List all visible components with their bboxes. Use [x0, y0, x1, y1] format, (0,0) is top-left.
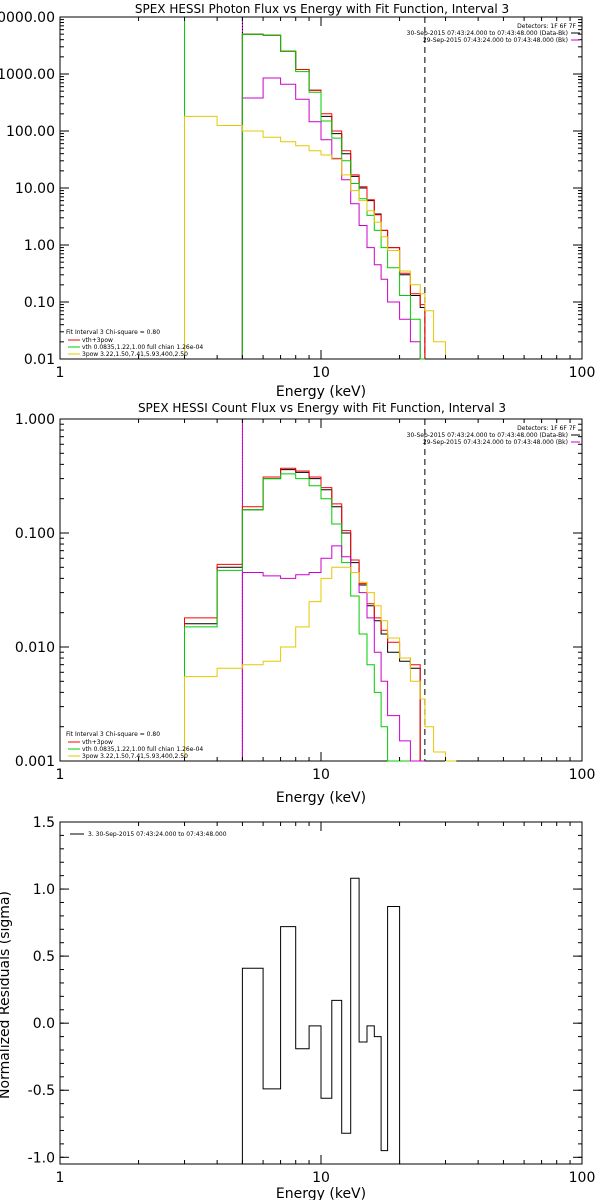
p2-xtick-label-1: 10 — [312, 767, 330, 783]
p1-ytick-label-3: 10.00 — [15, 181, 55, 197]
photon-flux-xlabel: Energy (keV) — [276, 384, 366, 400]
residuals-ticks: 1 10 100 1.5 1.0 0.5 0.0 -0.5 -1.0 — [28, 815, 596, 1186]
count-flux-series — [184, 419, 457, 762]
p3-xtick-label-1: 10 — [312, 1170, 330, 1186]
photon-flux-fit-info: Fit Interval 3 Chi-square = 0.80 — [66, 329, 160, 336]
count-flux-legend-3pow: 3pow 3.22,1.50,7.41,5.93,400,2.50 — [82, 753, 188, 760]
p2-series-1 — [184, 467, 421, 761]
p2-xtick-label-2: 100 — [569, 767, 596, 783]
p1-xtick-label-0: 1 — [56, 365, 65, 381]
count-flux-fit-info: Fit Interval 3 Chi-square = 0.80 — [66, 731, 160, 738]
p3-ytick-label-4: -0.5 — [28, 1083, 55, 1099]
photon-flux-bk-interval: 29-Sep-2015 07:43:24.000 to 07:43:48.000… — [423, 37, 568, 44]
photon-flux-legend-vth: vth 0.0835,1.22,1.00 full chian 1.26e-04 — [82, 344, 203, 351]
count-flux-panel: SPEX HESSI Count Flux vs Energy with Fit… — [15, 401, 595, 806]
p3-ytick-label-3: 0.0 — [33, 1016, 55, 1032]
p1-xtick-label-1: 10 — [312, 365, 330, 381]
residuals-series — [241, 877, 401, 1164]
p2-series-2 — [184, 473, 421, 762]
p1-xtick-label-2: 100 — [569, 365, 596, 381]
p3-ytick-label-0: 1.5 — [33, 815, 55, 831]
photon-flux-panel: SPEX HESSI Photon Flux vs Energy with Fi… — [0, 2, 595, 400]
residuals-legend-text: 3. 30-Sep-2015 07:43:24.000 to 07:43:48.… — [88, 831, 227, 838]
p3-ytick-label-5: -1.0 — [28, 1150, 55, 1166]
p2-ytick-label-3: 0.001 — [15, 754, 55, 770]
count-flux-legend-vth3pow: vth+3pow — [82, 739, 113, 746]
residuals-axes — [59, 821, 583, 1165]
p1-ytick-label-1: 1000.00 — [0, 67, 55, 83]
residuals-panel: 1 10 100 1.5 1.0 0.5 0.0 -0.5 -1.0 3. 30-Sep-201… — [0, 815, 595, 1200]
count-flux-data-interval: 30-Sep-2015 07:43:24.000 to 07:43:48.000… — [407, 432, 568, 439]
count-flux-xlabel: Energy (keV) — [276, 790, 366, 806]
p2-xtick-label-0: 1 — [56, 767, 65, 783]
p1-ytick-label-5: 0.10 — [24, 295, 55, 311]
photon-flux-axes — [59, 16, 583, 360]
p3-ytick-label-1: 1.0 — [33, 882, 55, 898]
p2-series-0 — [184, 469, 421, 761]
photon-flux-data-interval: 30-Sep-2015 07:43:24.000 to 07:43:48.000… — [407, 30, 568, 37]
p1-series-1 — [241, 33, 426, 359]
count-flux-title: SPEX HESSI Count Flux vs Energy with Fit… — [138, 401, 506, 415]
photon-flux-legend-vth3pow: vth+3pow — [82, 337, 113, 344]
count-flux-detectors: Detectors: 1F 6F 7F — [517, 425, 576, 432]
p1-series-4 — [184, 115, 446, 359]
p1-ytick-label-6: 0.01 — [24, 352, 55, 368]
count-flux-bk-interval: 29-Sep-2015 07:43:24.000 to 07:43:48.000… — [423, 439, 568, 446]
p1-series-3 — [241, 33, 425, 360]
p1-series-2 — [241, 77, 425, 360]
p2-ytick-label-2: 0.010 — [15, 640, 55, 656]
p3-xtick-label-2: 100 — [569, 1170, 596, 1186]
p3-series-0 — [241, 877, 401, 1164]
p2-ytick-label-1: 0.100 — [15, 526, 55, 542]
photon-flux-title: SPEX HESSI Photon Flux vs Energy with Fi… — [135, 2, 509, 16]
p2-series-4 — [184, 566, 457, 762]
p1-ytick-label-4: 1.00 — [24, 238, 55, 254]
p1-series-0 — [241, 33, 426, 359]
photon-flux-detectors: Detectors: 1F 6F 7F — [517, 23, 576, 30]
photon-flux-legend-3pow: 3pow 3.22,1.50,7.41,5.93,400,2.50 — [82, 351, 188, 358]
p2-ytick-label-0: 1.000 — [15, 412, 55, 428]
p3-xtick-label-0: 1 — [56, 1170, 65, 1186]
residuals-xlabel: Energy (keV) — [276, 1186, 366, 1200]
residuals-ylabel: Normalized Residuals (sigma) — [0, 891, 13, 1099]
p3-ytick-label-2: 0.5 — [33, 949, 55, 965]
p2-series-3 — [241, 545, 425, 762]
photon-flux-series — [184, 17, 446, 360]
count-flux-ticks: 1 10 100 1.000 0.100 0.010 0.001 — [15, 412, 595, 783]
count-flux-legend-vth: vth 0.0835,1.22,1.00 full chian 1.26e-04 — [82, 746, 203, 753]
p1-ytick-label-2: 100.00 — [6, 124, 55, 140]
